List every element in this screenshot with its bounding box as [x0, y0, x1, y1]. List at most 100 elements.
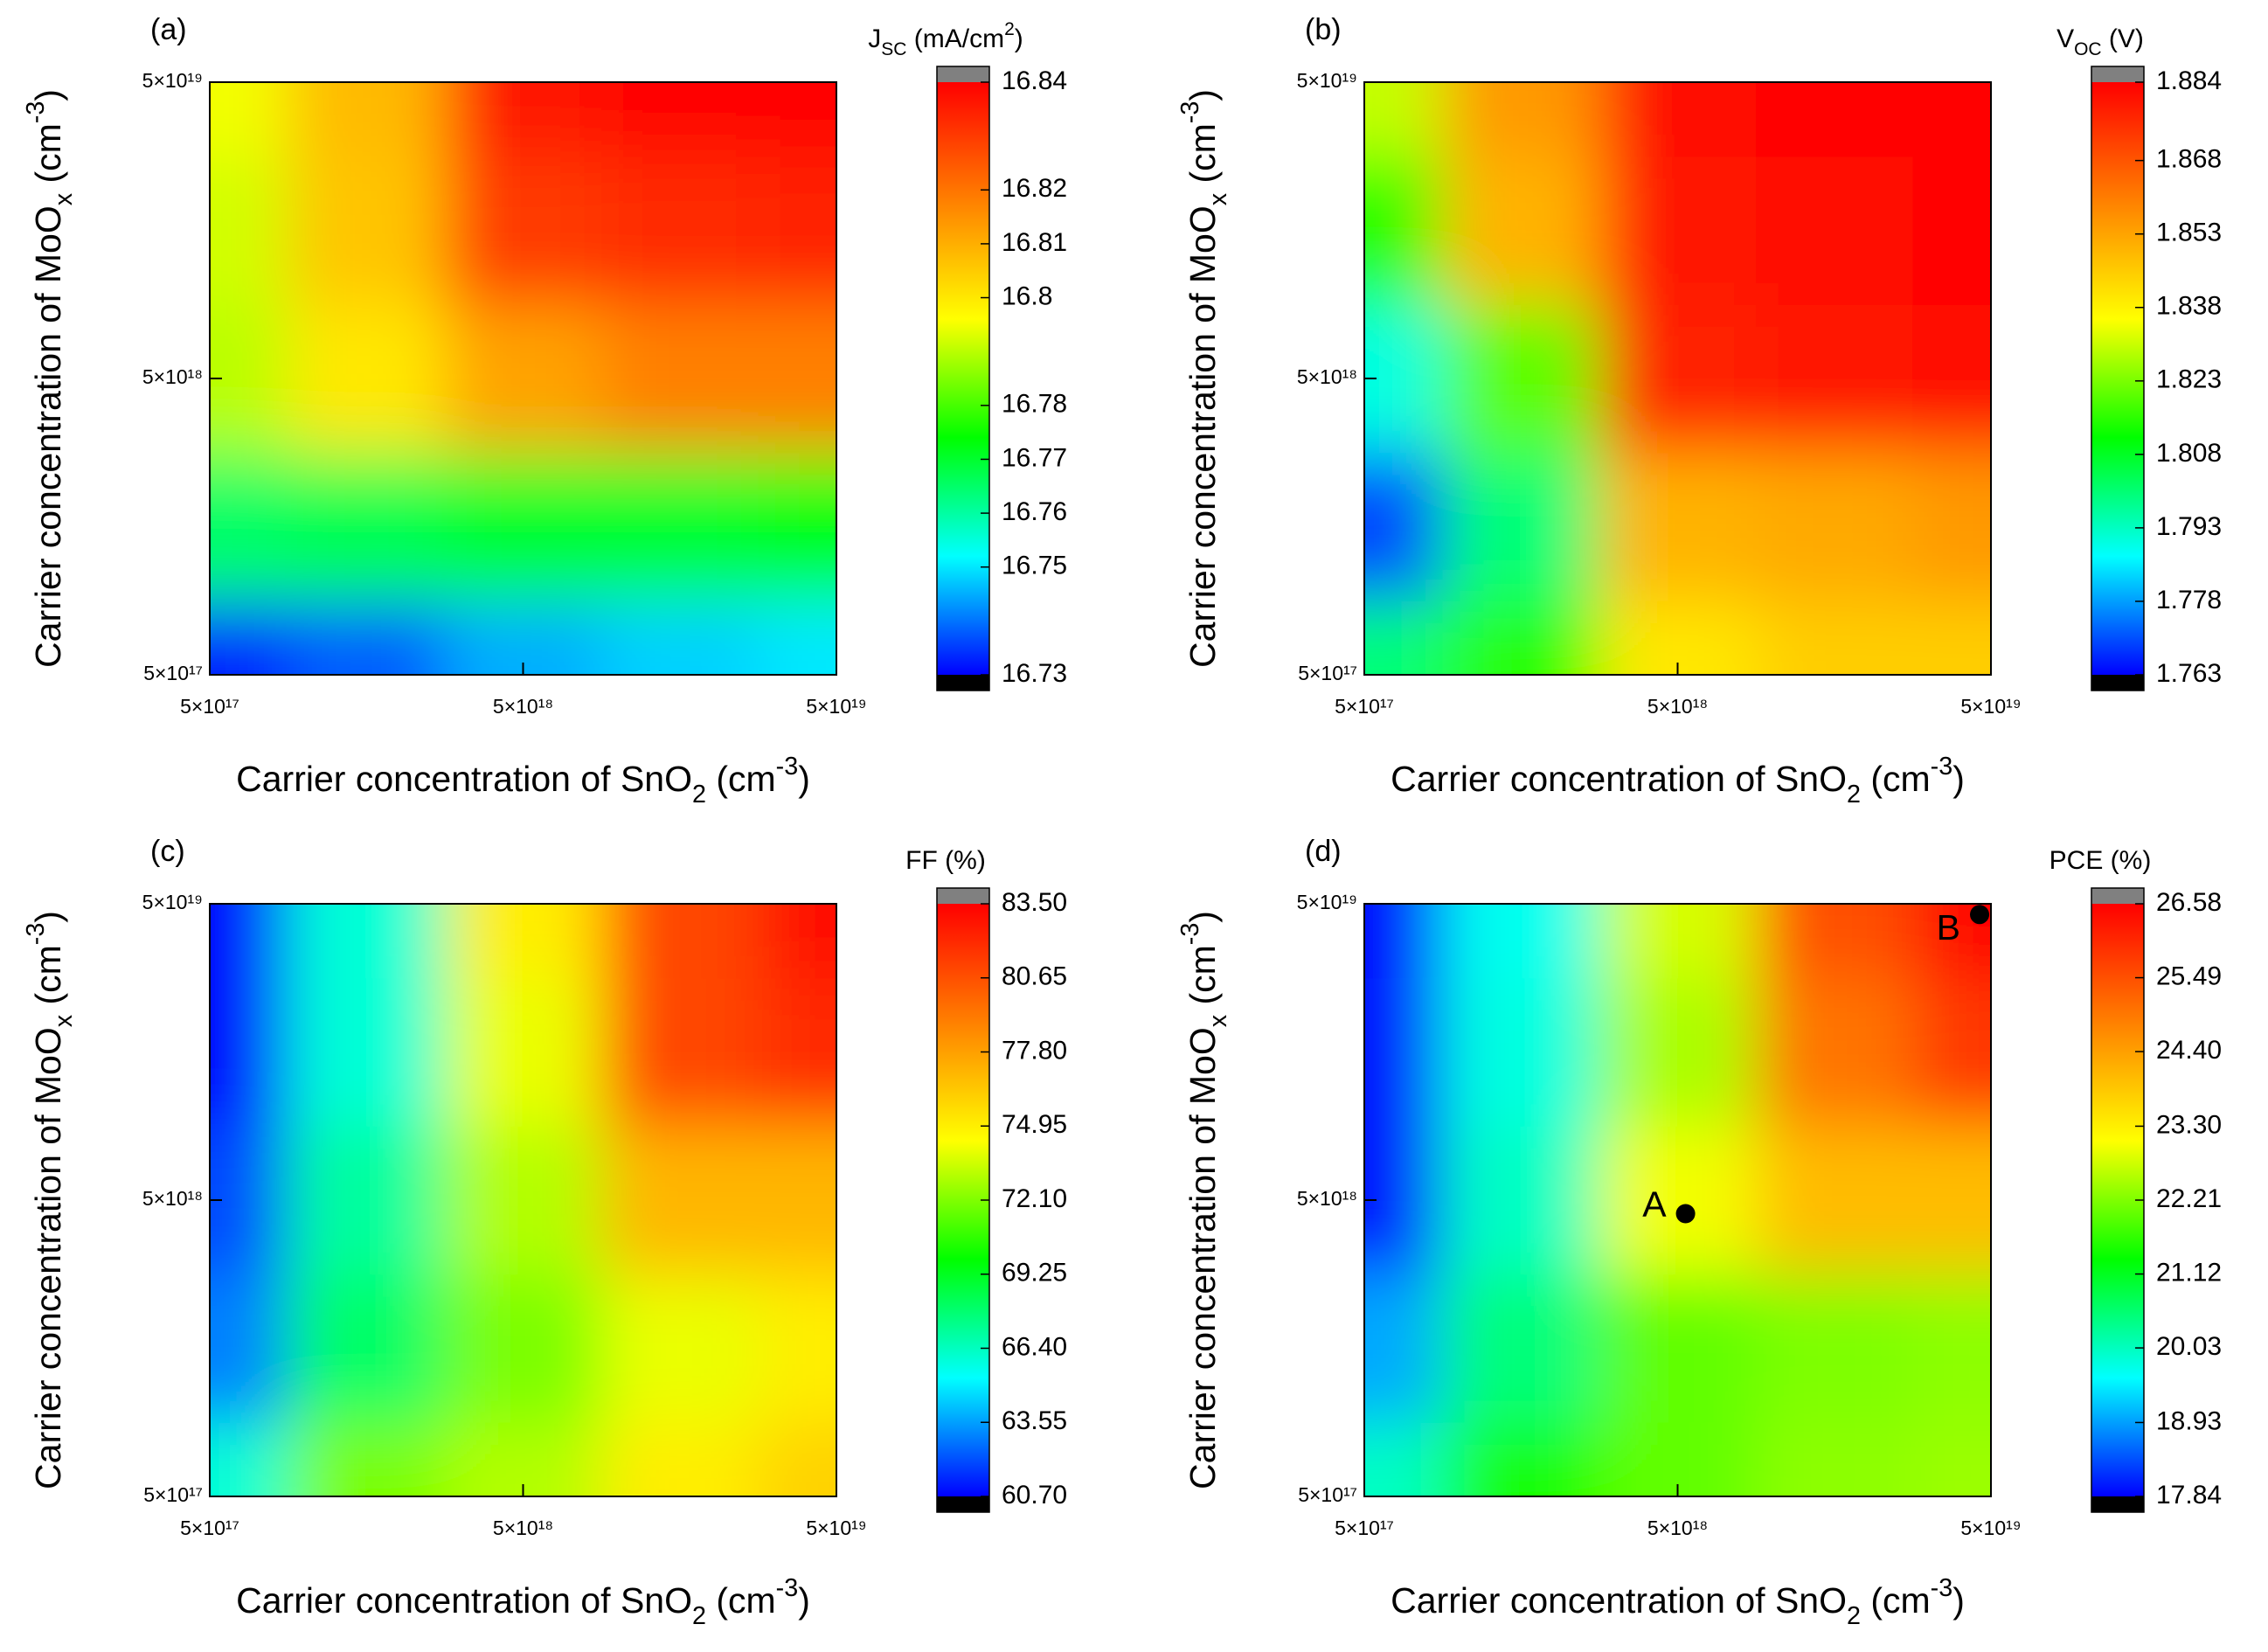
x-tick-label: 5×10¹⁹ — [1960, 1517, 2021, 1539]
annotation-label: A — [1642, 1183, 1667, 1224]
colorbar-tick-label: 21.12 — [2156, 1258, 2222, 1287]
cell — [1599, 82, 1757, 157]
colorbar-tick-label: 1.884 — [2156, 66, 2222, 95]
y-tick-label: 5×10¹⁸ — [142, 1187, 203, 1210]
cell — [1364, 1422, 1444, 1496]
cell — [1364, 904, 1444, 979]
label-part: ) — [1183, 89, 1223, 101]
y-axis-title: Carrier concentration of MoOx (cm-3) — [1176, 911, 1232, 1489]
cell — [1442, 977, 1600, 1127]
label-part: FF (%) — [905, 846, 986, 875]
x-tick-label: 5×10¹⁹ — [806, 695, 866, 718]
cell — [1442, 1422, 1600, 1496]
cell — [1756, 977, 1913, 1127]
label-part: (cm — [28, 945, 68, 1015]
y-tick-label: 5×10¹⁹ — [142, 69, 203, 92]
colorbar-tick-label: 16.73 — [1002, 659, 1067, 688]
label-part: Carrier concentration of MoO — [1183, 1027, 1223, 1489]
cell — [1364, 82, 1444, 157]
label-part: (cm — [706, 1580, 776, 1621]
cell — [1442, 600, 1600, 675]
cell — [210, 1126, 289, 1275]
cell — [1364, 452, 1444, 601]
cell — [444, 1274, 602, 1423]
label-part: OC — [2074, 39, 2102, 59]
cell — [1912, 904, 1991, 979]
cell — [210, 82, 289, 157]
y-tick-label: 5×10¹⁷ — [1298, 1483, 1357, 1506]
x-tick-label: 5×10¹⁹ — [1960, 695, 2021, 718]
panel-label: (d) — [1305, 835, 1342, 868]
cell — [288, 600, 446, 675]
cell — [601, 977, 759, 1127]
x-axis-title: Carrier concentration of SnO2 (cm-3) — [1391, 1574, 1965, 1630]
cell — [1442, 156, 1600, 305]
cell — [288, 1422, 446, 1496]
colorbar-tick-label: 1.808 — [2156, 439, 2222, 468]
label-part: -3 — [22, 101, 50, 124]
panel: 5×10¹⁷ 5×10¹⁸ 5×10¹⁹ 5×10¹⁷ 5×10¹⁸ 5×10¹⁹ Carr… — [1176, 13, 2223, 809]
annotation-label: B — [1937, 907, 1960, 947]
cell — [288, 1274, 446, 1423]
y-tick-label: 5×10¹⁷ — [1298, 662, 1357, 684]
colorbar-under — [937, 1496, 989, 1512]
y-tick-label: 5×10¹⁸ — [142, 365, 203, 388]
cells — [210, 82, 836, 675]
colorbar-tick-label: 24.40 — [2156, 1036, 2222, 1065]
label-part: (cm — [1861, 759, 1931, 799]
label-part: Carrier concentration of SnO — [236, 1580, 692, 1621]
x-tick-label: 5×10¹⁷ — [1335, 1517, 1394, 1539]
x-tick-label: 5×10¹⁹ — [806, 1517, 866, 1539]
plot-area — [1364, 82, 1991, 675]
cell — [1364, 1126, 1444, 1275]
label-part: (mA/cm — [906, 24, 1004, 53]
cell — [444, 1126, 602, 1275]
label-part: -3 — [22, 923, 50, 946]
cell — [1756, 1274, 1913, 1423]
colorbar-tick-label: 1.853 — [2156, 219, 2222, 247]
colorbar-tick-label: 16.76 — [1002, 497, 1067, 526]
label-part: ) — [1952, 759, 1965, 799]
cell — [1364, 304, 1444, 454]
plot-area — [210, 904, 836, 1496]
x-axis-title: Carrier concentration of SnO2 (cm-3) — [236, 753, 810, 809]
cell — [758, 1126, 836, 1275]
cell — [1599, 1422, 1757, 1496]
cell — [1599, 452, 1757, 601]
cell — [1912, 1422, 1991, 1496]
cell — [1756, 904, 1913, 979]
cell — [444, 600, 602, 675]
cell — [1756, 600, 1913, 675]
cell — [758, 82, 836, 157]
colorbar-tick-label: 77.80 — [1002, 1036, 1067, 1065]
cell — [758, 600, 836, 675]
cell — [601, 904, 759, 979]
cell — [288, 1126, 446, 1275]
colorbar-under — [2091, 1496, 2144, 1512]
cell — [1912, 600, 1991, 675]
cell — [1364, 600, 1444, 675]
label-part: -3 — [1176, 101, 1204, 124]
label-part: J — [868, 24, 881, 53]
cell — [1912, 82, 1991, 157]
y-tick-label: 5×10¹⁷ — [143, 1483, 203, 1506]
cell — [210, 904, 289, 979]
cell — [210, 600, 289, 675]
label-part: (cm — [706, 759, 776, 799]
label-part: -3 — [776, 1574, 799, 1602]
label-part: (cm — [1861, 1580, 1931, 1621]
colorbar-tick-label: 16.78 — [1002, 390, 1067, 419]
x-axis-title: Carrier concentration of SnO2 (cm-3) — [236, 1574, 810, 1630]
cell — [601, 156, 759, 305]
colorbar-tick-label: 60.70 — [1002, 1481, 1067, 1510]
cell — [1599, 304, 1757, 454]
cell — [444, 156, 602, 305]
cell — [1912, 1126, 1991, 1275]
cell — [758, 977, 836, 1127]
label-part: x — [50, 1014, 78, 1027]
colorbar-over — [2091, 888, 2144, 904]
cell — [758, 304, 836, 454]
annotation-point — [1675, 1204, 1696, 1224]
colorbar-tick-label: 16.84 — [1002, 66, 1067, 95]
label-part: (cm — [28, 123, 68, 193]
